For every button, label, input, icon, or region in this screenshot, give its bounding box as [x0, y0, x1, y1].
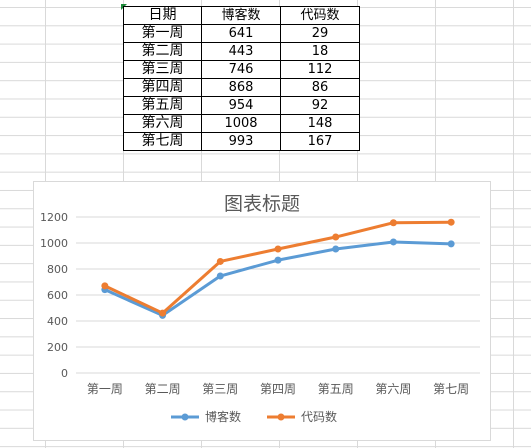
- table-cell[interactable]: 第三周: [123, 60, 202, 79]
- table-cell[interactable]: 第五周: [123, 96, 202, 115]
- data-point: [389, 238, 397, 246]
- line-chart[interactable]: 图表标题 0 200 400 600 800 1000 1200 第一周 第二周 第三周 第四周 第五周…: [33, 181, 491, 441]
- table-row: 第三周 746 112: [123, 60, 360, 79]
- data-point: [447, 240, 455, 248]
- table-cell[interactable]: 第一周: [123, 24, 202, 43]
- table-cell[interactable]: 993: [201, 132, 281, 151]
- data-point: [216, 272, 224, 280]
- table-cell[interactable]: 746: [201, 60, 281, 79]
- table-cell[interactable]: 29: [280, 24, 360, 43]
- series-line-2: [103, 220, 453, 315]
- chart-title: 图表标题: [224, 193, 300, 215]
- x-tick-label: 第七周: [433, 382, 469, 396]
- x-tick-label: 第六周: [375, 382, 411, 396]
- y-tick-label: 400: [47, 315, 68, 328]
- x-tick-label: 第三周: [202, 382, 238, 396]
- x-tick-label: 第一周: [87, 382, 123, 396]
- table-cell[interactable]: 第四周: [123, 78, 202, 97]
- data-point: [159, 309, 167, 317]
- x-tick-label: 第四周: [260, 382, 296, 396]
- table-row: 第六周 1008 148: [123, 114, 360, 133]
- table-cell[interactable]: 第七周: [123, 132, 202, 151]
- data-point: [274, 256, 282, 264]
- y-tick-label: 200: [47, 341, 68, 354]
- data-point: [216, 257, 224, 265]
- data-point: [447, 218, 455, 226]
- table-row: 第一周 641 29: [123, 24, 360, 43]
- table-cell[interactable]: 868: [201, 78, 281, 97]
- y-tick-label: 0: [61, 367, 68, 380]
- legend-label: 代码数: [301, 409, 337, 424]
- table-cell[interactable]: 167: [280, 132, 360, 151]
- table-cell[interactable]: 第二周: [123, 42, 202, 61]
- table-header-cell[interactable]: 代码数: [280, 6, 360, 25]
- table-cell[interactable]: 112: [280, 60, 360, 79]
- table-cell[interactable]: 443: [201, 42, 281, 61]
- table-cell[interactable]: 1008: [201, 114, 281, 133]
- data-table: 日期 博客数 代码数 第一周 641 29 第二周 443 18 第三周 746 112 第四周 868 8…: [123, 6, 360, 151]
- data-point: [332, 233, 340, 241]
- y-tick-label: 1200: [40, 211, 68, 224]
- table-header-cell[interactable]: 日期: [123, 6, 202, 25]
- y-tick-label: 600: [47, 289, 68, 302]
- table-cell[interactable]: 641: [201, 24, 281, 43]
- table-header-cell[interactable]: 博客数: [201, 6, 281, 25]
- table-row: 第七周 993 167: [123, 132, 360, 151]
- y-tick-label: 1000: [40, 237, 68, 250]
- table-header-row: 日期 博客数 代码数: [123, 6, 360, 25]
- chart-canvas: 图表标题 0 200 400 600 800 1000 1200 第一周 第二周 第三周 第四周 第五周…: [40, 193, 480, 424]
- y-tick-label: 800: [47, 263, 68, 276]
- data-point: [274, 245, 282, 253]
- table-cell[interactable]: 第六周: [123, 114, 202, 133]
- table-cell[interactable]: 148: [280, 114, 360, 133]
- data-point: [332, 245, 340, 253]
- table-row: 第四周 868 86: [123, 78, 360, 97]
- data-point: [389, 219, 397, 227]
- legend-swatch-marker: [181, 413, 189, 421]
- series-line-1: [103, 240, 453, 317]
- data-point: [101, 282, 109, 290]
- legend-label: 博客数: [205, 409, 241, 424]
- table-row: 第五周 954 92: [123, 96, 360, 115]
- table-cell[interactable]: 954: [201, 96, 281, 115]
- table-cell[interactable]: 86: [280, 78, 360, 97]
- x-tick-label: 第二周: [145, 382, 181, 396]
- x-tick-label: 第五周: [318, 382, 354, 396]
- legend-swatch-marker: [277, 413, 285, 421]
- table-cell[interactable]: 18: [280, 42, 360, 61]
- table-cell[interactable]: 92: [280, 96, 360, 115]
- table-row: 第二周 443 18: [123, 42, 360, 61]
